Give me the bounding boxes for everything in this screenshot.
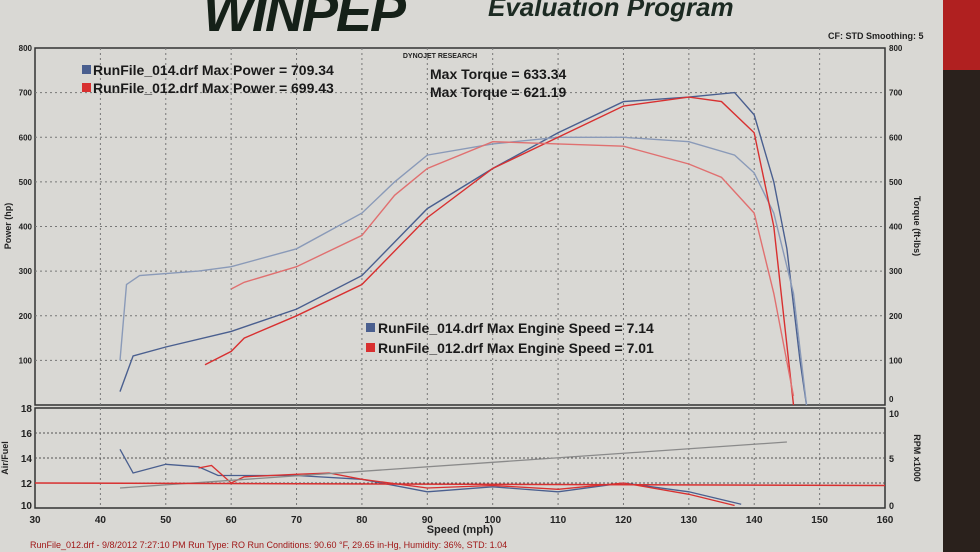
y2-tick-label: 800	[889, 44, 903, 53]
y-axis-label: Power (hp)	[3, 203, 13, 250]
x-tick-label: 90	[422, 515, 434, 526]
subtitle: Evaluation Program	[488, 0, 734, 22]
y2-tick-label: 100	[889, 356, 903, 365]
y-tick-label: 400	[19, 223, 33, 232]
afr-tick-label: 18	[21, 404, 33, 415]
rpm-tick-label: 5	[889, 454, 894, 464]
legend-entry: RunFile_014.drf Max Power = 709.34	[93, 62, 334, 78]
series-runfile-014-torque	[119, 136, 808, 406]
y2-tick-label: 200	[889, 312, 903, 321]
conditions-label: CF: STD Smoothing: 5	[828, 31, 924, 41]
winpep-logo: WINPEP	[203, 0, 406, 43]
y2-tick-label: 700	[889, 89, 903, 98]
red-tab	[943, 0, 980, 70]
series-afr-target	[34, 482, 886, 487]
afr-tick-label: 14	[21, 454, 33, 465]
rpm-tick-label: 10	[889, 409, 899, 419]
rpm-axis-label: RPM x1000	[912, 434, 922, 482]
annotation-swatch	[366, 323, 375, 332]
y2-tick-label: 300	[889, 267, 903, 276]
x-axis-label: Speed (mph)	[427, 524, 494, 536]
x-tick-label: 60	[226, 515, 238, 526]
x-tick-label: 50	[160, 515, 172, 526]
y2-tick-label: 600	[889, 133, 903, 142]
y2-tick-label: 0	[889, 395, 894, 404]
x-tick-label: 70	[291, 515, 303, 526]
annotation-swatch	[366, 343, 375, 352]
series-runfile-014-power	[119, 91, 808, 406]
x-tick-label: 100	[484, 515, 501, 526]
legend-entry: RunFile_012.drf Max Power = 699.43	[93, 80, 334, 96]
series-runfile-012-torque	[230, 140, 795, 397]
rpm-tick-label: 0	[889, 501, 894, 511]
series-runfile-012-power	[204, 96, 795, 406]
afr-tick-label: 12	[21, 479, 33, 490]
legend-swatch	[82, 65, 91, 74]
legend-swatch	[82, 83, 91, 92]
x-tick-label: 80	[356, 515, 368, 526]
x-tick-label: 160	[877, 515, 894, 526]
engine-speed-annotation: RunFile_012.drf Max Engine Speed = 7.01	[378, 340, 654, 356]
x-tick-label: 30	[29, 515, 41, 526]
x-tick-label: 120	[615, 515, 632, 526]
y-tick-label: 700	[19, 89, 33, 98]
y2-tick-label: 500	[889, 178, 903, 187]
afr-tick-label: 10	[21, 501, 33, 512]
legend-torque: Max Torque = 633.34	[430, 66, 567, 82]
y-tick-label: 500	[19, 178, 33, 187]
chart-title: DYNOJET RESEARCH	[403, 53, 477, 60]
series-rpm	[119, 441, 787, 489]
y2-tick-label: 400	[889, 223, 903, 232]
afr-tick-label: 16	[21, 429, 33, 440]
y2-axis-label: Torque (ft-lbs)	[912, 196, 922, 256]
y-tick-label: 100	[19, 356, 33, 365]
dyno-printout: WINPEP Evaluation Program CF: STD Smooth…	[0, 0, 943, 552]
y-tick-label: 600	[19, 133, 33, 142]
y-tick-label: 200	[19, 312, 33, 321]
y-tick-label: 300	[19, 267, 33, 276]
x-tick-label: 140	[746, 515, 763, 526]
y-tick-label: 800	[19, 44, 33, 53]
legend-torque: Max Torque = 621.19	[430, 84, 567, 100]
run-info-footer: RunFile_012.drf - 9/8/2012 7:27:10 PM Ru…	[30, 540, 508, 550]
x-tick-label: 130	[681, 515, 698, 526]
engine-speed-annotation: RunFile_014.drf Max Engine Speed = 7.14	[378, 320, 654, 336]
x-tick-label: 150	[811, 515, 828, 526]
afr-axis-label: Air/Fuel	[0, 441, 10, 475]
x-tick-label: 40	[95, 515, 107, 526]
x-tick-label: 110	[550, 515, 567, 526]
